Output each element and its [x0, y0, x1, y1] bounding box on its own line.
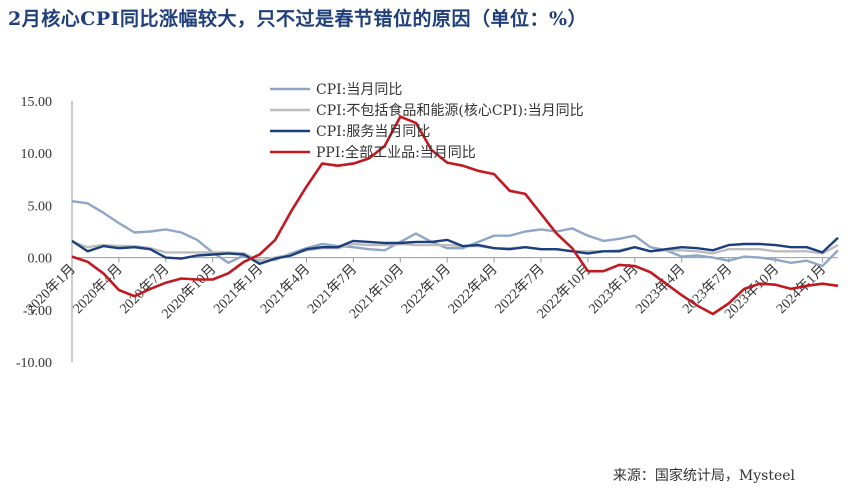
legend-label: CPI:不包括食品和能源(核心CPI):当月同比 — [316, 102, 584, 119]
legend-label: PPI:全部工业品:当月同比 — [316, 144, 476, 161]
series-line — [71, 115, 839, 316]
y-tick-label: -5.00 — [23, 304, 52, 319]
x-tick-label: 2021年4月 — [257, 261, 313, 317]
x-tick-label: 2022年1月 — [398, 261, 454, 317]
series-line — [71, 200, 839, 268]
legend-label: CPI:当月同比 — [316, 82, 402, 98]
x-tick-label: 2024年1月 — [773, 261, 829, 317]
y-tick-label: 5.00 — [28, 199, 53, 214]
y-tick-label: 10.00 — [21, 147, 53, 162]
y-tick-label: 0.00 — [28, 252, 53, 267]
legend-label: CPI:服务当月同比 — [316, 124, 430, 140]
x-tick-label: 2021年1月 — [211, 261, 267, 317]
series-line — [71, 236, 839, 266]
x-tick-label: 2023年1月 — [586, 261, 642, 317]
x-tick-label: 2022年4月 — [445, 261, 501, 317]
chart-title: 2月核心CPI同比涨幅较大，只不过是春节错位的原因（单位：%） — [8, 8, 588, 30]
series-line — [71, 240, 839, 262]
y-tick-label: -10.00 — [16, 356, 52, 371]
source-note: 来源：国家统计局，Mysteel — [612, 468, 795, 484]
y-tick-label: 15.00 — [21, 95, 53, 110]
